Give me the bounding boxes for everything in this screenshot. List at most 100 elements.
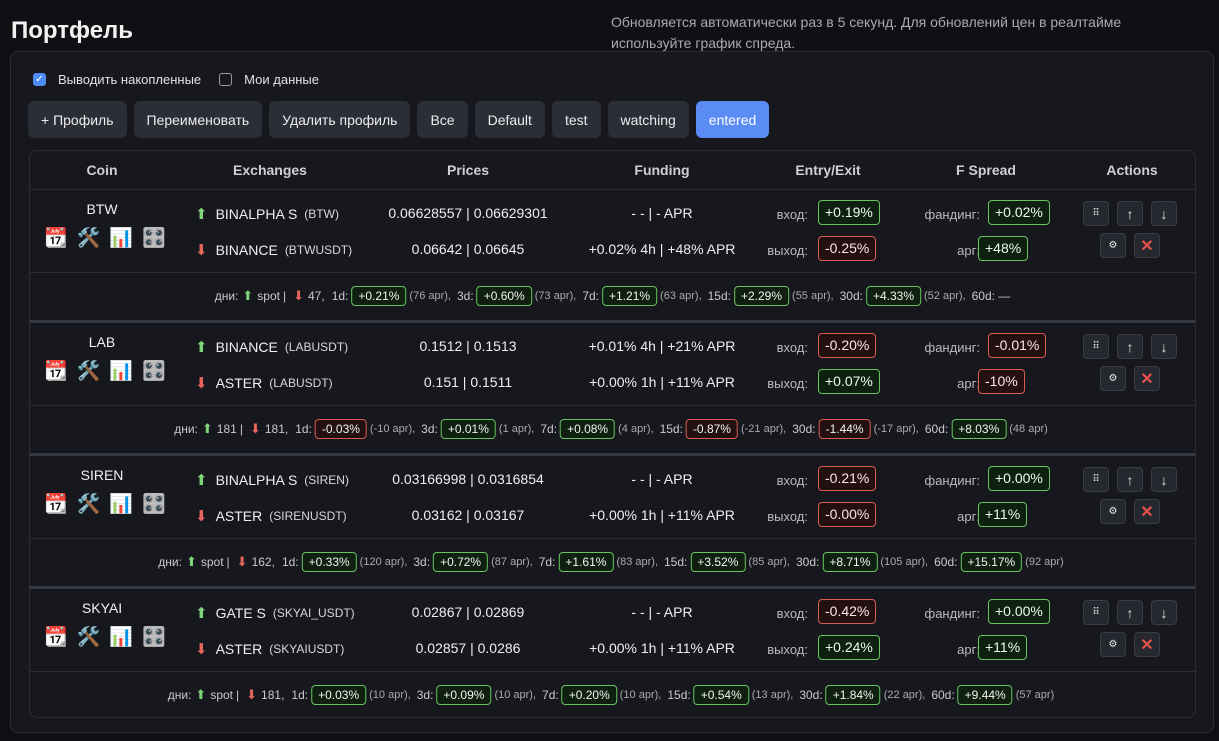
row-actions: ⠿ ↑ ↓ [1083,600,1177,625]
calendar-icon[interactable]: 📆 [44,361,68,382]
calendar-icon[interactable]: 📆 [44,627,68,648]
tools-icon[interactable]: 🛠️ [76,228,101,249]
period-label: 7d: [538,555,556,569]
header-actions: Actions [1106,162,1158,178]
bar-chart-icon[interactable]: 📊 [109,228,134,249]
settings-icon[interactable]: ⚙ [1100,499,1126,524]
entry-label: вход: [776,606,808,621]
period-value: +0.33% [301,552,357,572]
tools-icon[interactable]: 🛠️ [76,361,101,382]
dice-icon[interactable]: 🎛️ [142,627,166,648]
period-label: 7d: [540,422,558,436]
cumulative-option[interactable]: ✓ Выводить накопленные [33,72,201,87]
coin-name: SIREN [80,467,124,483]
period-value: +4.33% [865,286,922,306]
profile-tab-default[interactable]: Default [474,101,545,138]
arrow-up-icon: ⬆ [201,421,213,436]
auto-refresh-note: Обновляется автоматически раз в 5 секунд… [611,14,1122,51]
period-apr: (10 apr), [494,689,537,701]
profile-tab-test[interactable]: test [551,101,601,138]
header-coin: Coin [86,162,118,178]
entry-label: вход: [776,340,808,355]
days-prefix: дни: [167,688,192,702]
exchange-symbol: (BTWUSDT) [284,243,353,257]
f-arb-value: +48% [978,236,1029,261]
settings-icon[interactable]: ⚙ [1100,233,1126,258]
profile-tab-entered[interactable]: entered [695,101,770,138]
dice-icon[interactable]: 🎛️ [142,494,166,515]
move-up-button[interactable]: ↑ [1117,467,1143,492]
options-bar: ✓ Выводить накопленные Мои данные [33,72,337,87]
funding-rate: +0.00% 1h | +11% APR [589,507,735,523]
arrow-down-icon: ⬇ [249,421,261,436]
row-actions: ⠿ ↑ ↓ [1083,334,1177,359]
rename-profile-button[interactable]: Переименовать [133,101,263,138]
bar-chart-icon[interactable]: 📊 [109,361,134,382]
f-arb-label: арг: [957,243,980,258]
entry-value: +0.19% [818,200,880,225]
period-value: +3.52% [690,552,746,572]
days-separator: | [239,422,243,436]
settings-icon[interactable]: ⚙ [1100,632,1126,657]
move-up-button[interactable]: ↑ [1117,334,1143,359]
period-value: +8.03% [951,419,1007,439]
move-down-button[interactable]: ↓ [1151,201,1177,226]
exchange-ex1: ⬆ GATE S (SKYAI_USDT) [195,604,355,622]
period-value: +0.54% [693,685,749,705]
drag-handle-icon[interactable]: ⠿ [1083,600,1109,625]
close-icon[interactable]: ✕ [1134,632,1160,657]
my-data-option[interactable]: Мои данные [219,72,319,87]
add-profile-button[interactable]: + Профиль [28,101,127,138]
f-arb-label: арг: [957,376,980,391]
close-icon[interactable]: ✕ [1134,499,1160,524]
days-right: 181, [261,688,285,702]
f-arb-label: арг: [957,642,980,657]
drag-handle-icon[interactable]: ⠿ [1083,334,1109,359]
period-apr: (83 apr), [616,556,659,568]
drag-handle-icon[interactable]: ⠿ [1083,467,1109,492]
drag-handle-icon[interactable]: ⠿ [1083,201,1109,226]
period-label: 7d: [542,688,559,702]
move-down-button[interactable]: ↓ [1151,334,1177,359]
calendar-icon[interactable]: 📆 [44,494,68,515]
tools-icon[interactable]: 🛠️ [76,627,101,648]
table-row: LAB 📆 🛠️ 📊 🎛️ ⬆ BINANCE (LABUSDT) 0.1512… [30,323,1195,456]
move-down-button[interactable]: ↓ [1151,600,1177,625]
header-prices: Prices [446,162,490,178]
exit-label: выход: [767,243,808,258]
days-history: дни: ⬆ 181 | ⬇ 181, 1d: -0.03% (-10 apr),… [174,419,1051,439]
delete-profile-button[interactable]: Удалить профиль [269,101,411,138]
table-header: Coin Exchanges Prices Funding Entry/Exit… [30,151,1195,190]
profile-toolbar: + Профиль Переименовать Удалить профиль … [28,101,770,138]
cumulative-checkbox[interactable]: ✓ [33,73,46,86]
dice-icon[interactable]: 🎛️ [142,361,166,382]
move-up-button[interactable]: ↑ [1117,201,1143,226]
period-apr: (-17 apr), [873,423,919,435]
row-actions: ⠿ ↑ ↓ [1083,467,1177,492]
tools-icon[interactable]: 🛠️ [76,494,101,515]
exit-value: -0.25% [818,236,877,261]
coin-name: LAB [88,334,116,350]
dice-icon[interactable]: 🎛️ [142,228,166,249]
profile-tab-watching[interactable]: watching [607,101,689,138]
profile-tab-all[interactable]: Все [417,101,468,138]
my-data-label: Мои данные [244,72,319,87]
portfolio-panel: ✓ Выводить накопленные Мои данные + Проф… [10,51,1214,733]
bar-chart-icon[interactable]: 📊 [109,494,134,515]
move-up-button[interactable]: ↑ [1117,600,1143,625]
my-data-checkbox[interactable] [219,73,233,86]
period-apr: (87 apr), [491,556,533,568]
move-down-button[interactable]: ↓ [1151,467,1177,492]
close-icon[interactable]: ✕ [1134,233,1160,258]
close-icon[interactable]: ✕ [1134,366,1160,391]
days-left: spot [257,289,280,303]
bar-chart-icon[interactable]: 📊 [109,627,134,648]
f-funding-value: +0.00% [988,466,1050,491]
coin-name: SKYAI [81,600,123,616]
f-arb-value: +11% [978,635,1028,660]
exchange-name: BINALPHA S [215,472,298,488]
settings-icon[interactable]: ⚙ [1100,366,1126,391]
calendar-icon[interactable]: 📆 [44,228,68,249]
exchange-ex1: ⬆ BINALPHA S (BTW) [195,205,339,223]
f-funding-value: -0.01% [988,333,1047,358]
